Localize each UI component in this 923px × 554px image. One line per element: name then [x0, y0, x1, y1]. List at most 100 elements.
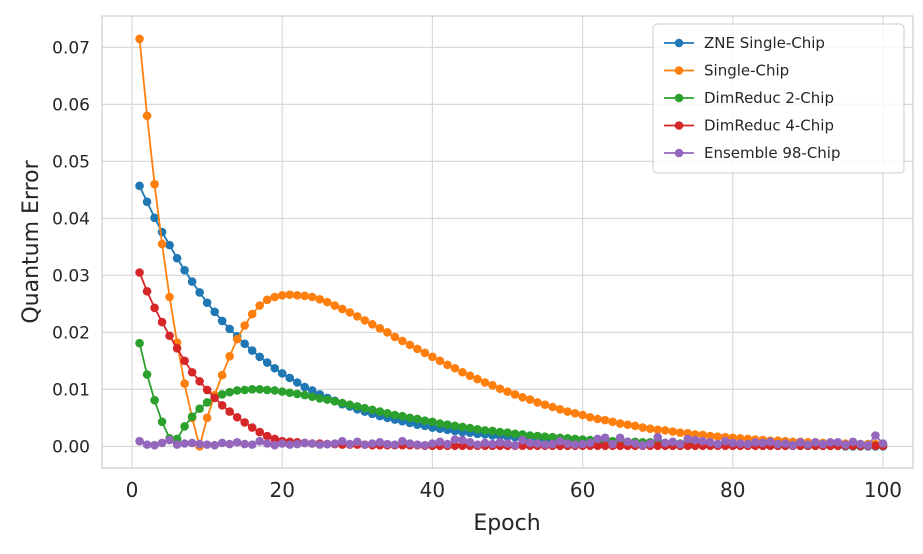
data-point — [210, 440, 219, 450]
data-point — [630, 439, 640, 448]
data-point — [353, 312, 362, 321]
data-point — [705, 438, 715, 447]
data-point — [413, 344, 422, 354]
x-tick-label: 40 — [420, 478, 445, 502]
data-point — [277, 369, 287, 378]
data-point — [202, 440, 212, 449]
data-point — [555, 436, 565, 446]
data-point — [150, 213, 159, 223]
data-point — [150, 395, 159, 405]
data-point — [142, 111, 152, 121]
data-point — [247, 346, 257, 355]
data-point — [307, 292, 317, 302]
data-point — [533, 431, 542, 441]
data-point — [262, 358, 272, 367]
data-point — [668, 437, 677, 447]
data-point — [368, 320, 377, 329]
data-point — [232, 334, 242, 344]
data-point — [187, 277, 197, 286]
data-point — [525, 438, 535, 448]
data-point — [180, 439, 189, 448]
data-point — [803, 440, 813, 449]
data-point — [540, 440, 550, 449]
data-point — [225, 387, 234, 397]
data-point — [826, 438, 835, 447]
series-ensemble-98-chip — [135, 431, 888, 450]
x-tick-label: 0 — [126, 478, 139, 502]
data-point — [202, 298, 212, 308]
data-point — [322, 439, 332, 449]
data-point — [465, 438, 475, 447]
y-axis-label: Quantum Error — [19, 159, 44, 323]
data-point — [187, 367, 197, 377]
data-point — [165, 292, 174, 302]
data-point — [593, 414, 602, 424]
data-point — [270, 386, 280, 395]
data-point — [172, 440, 182, 449]
data-point — [465, 371, 475, 380]
data-point — [548, 402, 557, 412]
data-point — [833, 438, 843, 447]
y-tick-label: 0.02 — [52, 323, 90, 343]
data-point — [390, 332, 400, 342]
data-point — [255, 427, 264, 437]
data-point — [548, 432, 557, 442]
data-point — [150, 179, 159, 189]
y-tick-label: 0.05 — [52, 152, 90, 172]
data-point — [338, 398, 347, 408]
data-point — [360, 403, 370, 413]
data-point — [450, 421, 460, 431]
data-point — [195, 288, 204, 297]
data-point — [540, 432, 550, 441]
data-point — [735, 439, 745, 448]
data-point — [608, 417, 617, 427]
data-point — [443, 439, 452, 449]
data-point — [488, 426, 497, 436]
y-tick-label: 0.01 — [52, 380, 90, 400]
data-point — [578, 439, 587, 449]
legend-entry: ZNE Single-Chip — [664, 34, 825, 52]
data-point — [405, 413, 415, 423]
x-axis-label: Epoch — [473, 511, 540, 536]
data-point — [165, 240, 174, 250]
data-point — [788, 440, 798, 450]
data-point — [217, 316, 227, 326]
data-point — [428, 417, 437, 427]
data-point — [300, 390, 310, 400]
data-point — [428, 352, 437, 362]
data-point — [255, 436, 264, 446]
data-point — [773, 439, 783, 449]
data-point — [135, 34, 144, 44]
data-point — [495, 384, 505, 394]
y-axis-ticks: 0.00 0.01 0.02 0.03 0.04 0.05 0.06 0.07 — [52, 38, 90, 457]
data-point — [623, 420, 632, 429]
data-point — [202, 398, 212, 407]
data-point — [811, 438, 820, 447]
data-point — [638, 423, 647, 432]
data-point — [781, 439, 790, 448]
data-point — [157, 239, 167, 249]
data-point — [863, 440, 873, 450]
series-group — [135, 34, 888, 451]
plot-frame — [101, 15, 914, 469]
data-point — [142, 370, 152, 379]
data-point — [518, 393, 527, 402]
data-point — [458, 435, 467, 445]
data-point — [683, 441, 693, 451]
data-point — [285, 388, 295, 398]
data-point — [142, 440, 152, 449]
data-point — [217, 370, 227, 380]
data-point — [338, 304, 347, 314]
data-point — [150, 303, 159, 313]
data-point — [420, 416, 430, 425]
data-point — [405, 340, 415, 350]
data-point — [180, 422, 189, 431]
data-point — [135, 268, 144, 277]
data-point — [540, 400, 550, 410]
legend-marker — [674, 93, 684, 103]
data-point — [758, 438, 768, 448]
data-point — [660, 426, 670, 435]
data-point — [593, 441, 602, 451]
legend-label: DimReduc 4-Chip — [704, 117, 834, 135]
